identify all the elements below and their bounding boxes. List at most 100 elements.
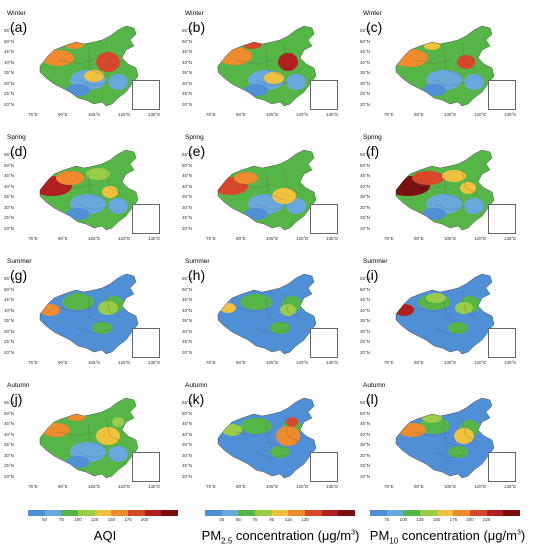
legend-tick: 55: [235, 517, 241, 522]
china-map: [395, 25, 495, 107]
longitude-axis: 75°E 90°E 105°E 120°E 135°E: [196, 236, 341, 244]
legend-swatch: [221, 510, 239, 516]
legend-ticks: 75 100 125 150 175 200 225: [370, 517, 520, 523]
concentration-hotspot: [96, 427, 120, 445]
longitude-tick: 75°E: [384, 360, 394, 365]
province-border: [433, 451, 467, 459]
longitude-tick: 90°E: [58, 236, 68, 241]
legend-colorbar: [370, 510, 521, 516]
province-border: [255, 327, 289, 335]
province-border: [77, 203, 111, 211]
caption-sup: 3: [516, 529, 521, 537]
south-china-sea-inset: [310, 204, 338, 234]
concentration-hotspot: [112, 417, 124, 427]
concentration-hotspot: [96, 52, 120, 72]
province-border: [265, 421, 285, 449]
latitude-tick: 50°N: [182, 38, 193, 44]
legend-pm10: 75 100 125 150 175 200 225: [370, 510, 521, 523]
caption-aqi: AQI: [65, 528, 145, 543]
latitude-tick: 55°N: [4, 152, 15, 157]
province-border: [443, 173, 463, 201]
province-border: [255, 451, 289, 459]
latitude-tick: 45°N: [4, 297, 15, 302]
province-border: [443, 49, 463, 77]
season-label: Summer: [185, 258, 210, 265]
province-border: [57, 183, 95, 189]
latitude-tick: 35°N: [182, 318, 193, 323]
latitude-axis: 55°N 50°N 45°N 40°N 35°N 30°N 25°N 20°N: [182, 28, 196, 108]
legend-tick: 150: [107, 517, 116, 522]
longitude-axis: 75°E 90°E 105°E 120°E 135°E: [18, 484, 163, 492]
longitude-tick: 90°E: [414, 360, 424, 365]
province-border: [87, 49, 107, 77]
longitude-tick: 135°E: [326, 236, 339, 241]
panel-label: (a): [10, 19, 28, 35]
latitude-axis: 55°N 50°N 45°N 40°N 35°N 30°N 25°N 20°N: [360, 276, 374, 356]
latitude-tick: 55°N: [360, 276, 371, 281]
province-border: [413, 59, 451, 65]
latitude-tick: 20°N: [182, 473, 193, 479]
longitude-axis: 75°E 90°E 105°E 120°E 135°E: [196, 484, 341, 492]
province-border: [255, 203, 289, 211]
caption-text: ): [354, 528, 360, 543]
season-label: Spring: [7, 134, 26, 141]
latitude-tick: 55°N: [360, 28, 371, 33]
china-map: [395, 149, 495, 231]
latitude-tick: 45°N: [182, 297, 193, 302]
latitude-tick: 40°N: [4, 183, 15, 189]
map-panel: Winter (b) 55°N 50°N 45°N 40°N 35°N 30°N 25°N 20°…: [178, 8, 348, 126]
legend-swatch: [255, 510, 272, 516]
longitude-tick: 105°E: [266, 360, 279, 365]
longitude-axis: 75°E 90°E 105°E 120°E 135°E: [374, 360, 519, 368]
latitude-tick: 30°N: [4, 204, 15, 210]
map-panel: Winter (c) 55°N 50°N 45°N 40°N 35°N 30°N 25°N 20°…: [356, 8, 526, 126]
caption-text: concentration (μg/m: [232, 528, 352, 543]
latitude-tick: 45°N: [182, 421, 193, 426]
longitude-tick: 90°E: [58, 360, 68, 365]
panel-label: (g): [10, 267, 28, 283]
country-border: [217, 25, 317, 107]
longitude-tick: 75°E: [206, 484, 216, 489]
legend-colorbar: [205, 510, 356, 516]
country-border: [395, 273, 495, 355]
latitude-tick: 40°N: [182, 183, 193, 189]
latitude-tick: 25°N: [360, 91, 371, 96]
panel-label: (b): [188, 19, 206, 35]
province-border: [265, 49, 285, 77]
latitude-tick: 55°N: [4, 276, 15, 281]
caption-text: PM: [201, 528, 222, 543]
panel-label: (l): [366, 391, 379, 407]
province-border: [235, 307, 273, 313]
latitude-tick: 35°N: [360, 318, 371, 323]
latitude-tick: 25°N: [4, 215, 15, 220]
south-china-sea-inset: [132, 204, 160, 234]
legend-swatch: [161, 510, 179, 516]
concentration-region: [464, 74, 484, 90]
latitude-axis: 55°N 50°N 45°N 40°N 35°N 30°N 25°N 20°N: [360, 400, 374, 480]
longitude-tick: 105°E: [266, 484, 279, 489]
legend-swatch: [305, 510, 322, 516]
panel-label: (f): [366, 143, 380, 159]
longitude-tick: 75°E: [384, 484, 394, 489]
latitude-tick: 20°N: [4, 101, 15, 107]
latitude-tick: 45°N: [360, 49, 371, 54]
longitude-tick: 75°E: [206, 236, 216, 241]
longitude-tick: 90°E: [58, 112, 68, 117]
caption-sub: 2.5: [221, 536, 233, 546]
legend-ticks: 50 75 100 125 150 175 200: [28, 517, 178, 523]
latitude-axis: 55°N 50°N 45°N 40°N 35°N 30°N 25°N 20°N: [182, 276, 196, 356]
latitude-tick: 35°N: [360, 442, 371, 447]
province-border: [265, 297, 285, 325]
legend-swatch: [403, 510, 421, 516]
south-china-sea-inset: [310, 452, 338, 482]
latitude-tick: 25°N: [4, 339, 15, 344]
concentration-region: [270, 322, 290, 334]
latitude-tick: 25°N: [182, 463, 193, 468]
legend-tick: 125: [90, 517, 99, 522]
concentration-hotspot: [396, 304, 414, 316]
china-map: [217, 397, 317, 479]
concentration-region: [240, 418, 272, 434]
latitude-tick: 50°N: [182, 286, 193, 292]
province-border: [235, 59, 273, 65]
longitude-tick: 120°E: [118, 360, 131, 365]
